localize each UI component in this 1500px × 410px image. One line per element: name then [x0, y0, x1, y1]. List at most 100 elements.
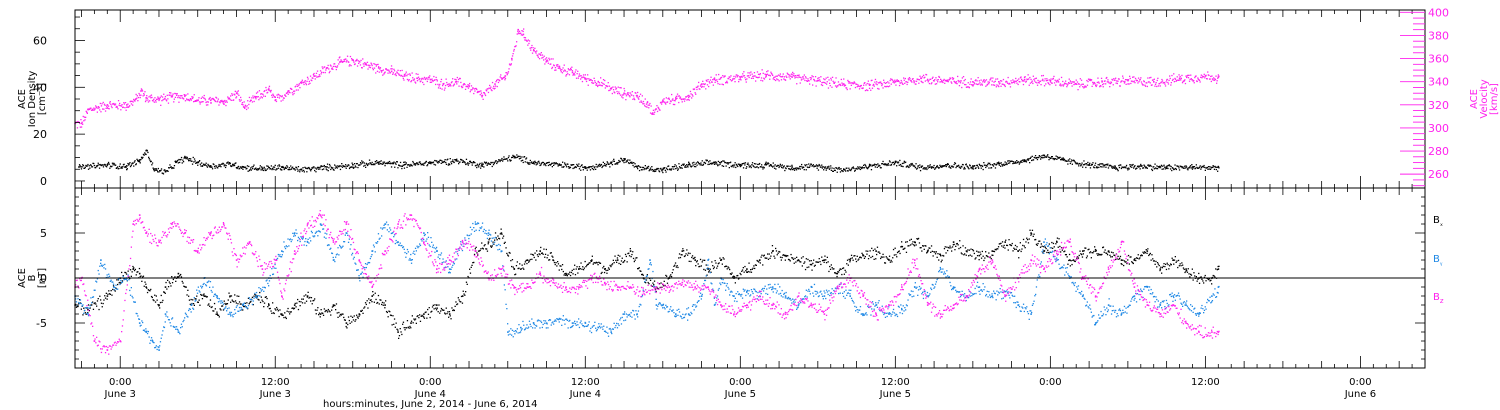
data-point	[217, 314, 219, 316]
data-point	[457, 78, 460, 81]
data-point	[416, 315, 418, 318]
data-point	[486, 164, 488, 166]
data-point	[339, 168, 342, 171]
data-point	[125, 272, 127, 274]
data-point	[942, 81, 944, 84]
data-point	[155, 168, 157, 170]
data-point	[956, 242, 958, 245]
data-point	[545, 162, 548, 164]
data-point	[336, 65, 339, 67]
data-point	[304, 302, 306, 304]
data-point	[201, 298, 204, 300]
data-point	[515, 156, 517, 159]
data-point	[180, 273, 182, 276]
data-point	[364, 164, 366, 166]
data-point	[295, 166, 298, 169]
data-point	[181, 162, 183, 164]
data-point	[898, 84, 901, 87]
data-point	[1070, 161, 1072, 163]
data-point	[1147, 164, 1150, 166]
data-point	[491, 162, 493, 164]
data-point	[217, 314, 220, 316]
data-point	[227, 96, 229, 98]
data-point	[671, 272, 673, 274]
data-point	[501, 233, 503, 235]
data-point	[915, 83, 917, 85]
data-point	[166, 288, 168, 290]
data-point	[613, 262, 615, 264]
data-point	[236, 167, 238, 170]
data-point	[850, 82, 852, 84]
data-point	[280, 100, 282, 102]
data-point	[1162, 165, 1164, 167]
data-point	[486, 248, 488, 250]
data-point	[312, 300, 314, 302]
data-point	[673, 165, 676, 168]
data-point	[824, 82, 827, 84]
data-point	[954, 249, 956, 251]
data-point	[456, 160, 458, 162]
data-point	[476, 91, 478, 94]
data-point	[1087, 80, 1089, 83]
data-point	[1189, 165, 1192, 167]
data-point	[1094, 162, 1097, 164]
data-point	[938, 76, 941, 78]
data-point	[603, 83, 605, 85]
data-point	[683, 100, 686, 102]
data-point	[975, 83, 978, 85]
data-point	[450, 161, 452, 163]
data-point	[1089, 78, 1091, 81]
data-point	[340, 314, 342, 316]
data-point	[834, 272, 836, 274]
data-point	[552, 162, 554, 164]
data-point	[489, 87, 491, 90]
data-point	[491, 245, 493, 247]
data-point	[482, 98, 484, 100]
data-point	[393, 161, 395, 163]
data-point	[1054, 158, 1056, 160]
data-point	[148, 156, 150, 158]
data-point	[414, 163, 416, 165]
data-point	[239, 100, 241, 102]
data-point	[982, 80, 985, 82]
data-point	[885, 163, 887, 166]
data-point	[100, 111, 102, 113]
data-point	[369, 299, 371, 301]
data-point	[1211, 75, 1213, 77]
data-point	[351, 162, 353, 164]
data-point	[1047, 156, 1050, 158]
data-point	[766, 71, 768, 73]
data-point	[613, 158, 615, 160]
data-point	[301, 170, 303, 172]
data-point	[199, 160, 201, 162]
data-point	[952, 77, 955, 79]
data-point	[952, 244, 954, 246]
data-point	[790, 75, 792, 77]
data-point	[1105, 83, 1107, 85]
data-point	[863, 257, 866, 259]
data-point	[1094, 83, 1096, 85]
data-point	[158, 99, 160, 102]
data-point	[736, 76, 739, 78]
data-point	[906, 83, 908, 86]
data-point	[390, 65, 393, 67]
data-point	[801, 163, 803, 166]
data-point	[96, 300, 99, 302]
data-point	[263, 306, 265, 308]
data-point	[528, 42, 530, 45]
data-point	[636, 166, 638, 168]
data-point	[813, 165, 816, 167]
data-point	[349, 64, 351, 66]
data-point	[410, 80, 413, 82]
data-point	[1103, 83, 1105, 85]
data-point	[464, 162, 466, 164]
data-point	[528, 162, 530, 164]
data-point	[206, 166, 209, 168]
data-point	[490, 161, 492, 164]
data-point	[466, 283, 468, 285]
data-point	[1002, 78, 1005, 81]
data-point	[256, 96, 258, 98]
data-point	[550, 58, 552, 60]
data-point	[142, 276, 144, 278]
data-point	[939, 165, 942, 168]
